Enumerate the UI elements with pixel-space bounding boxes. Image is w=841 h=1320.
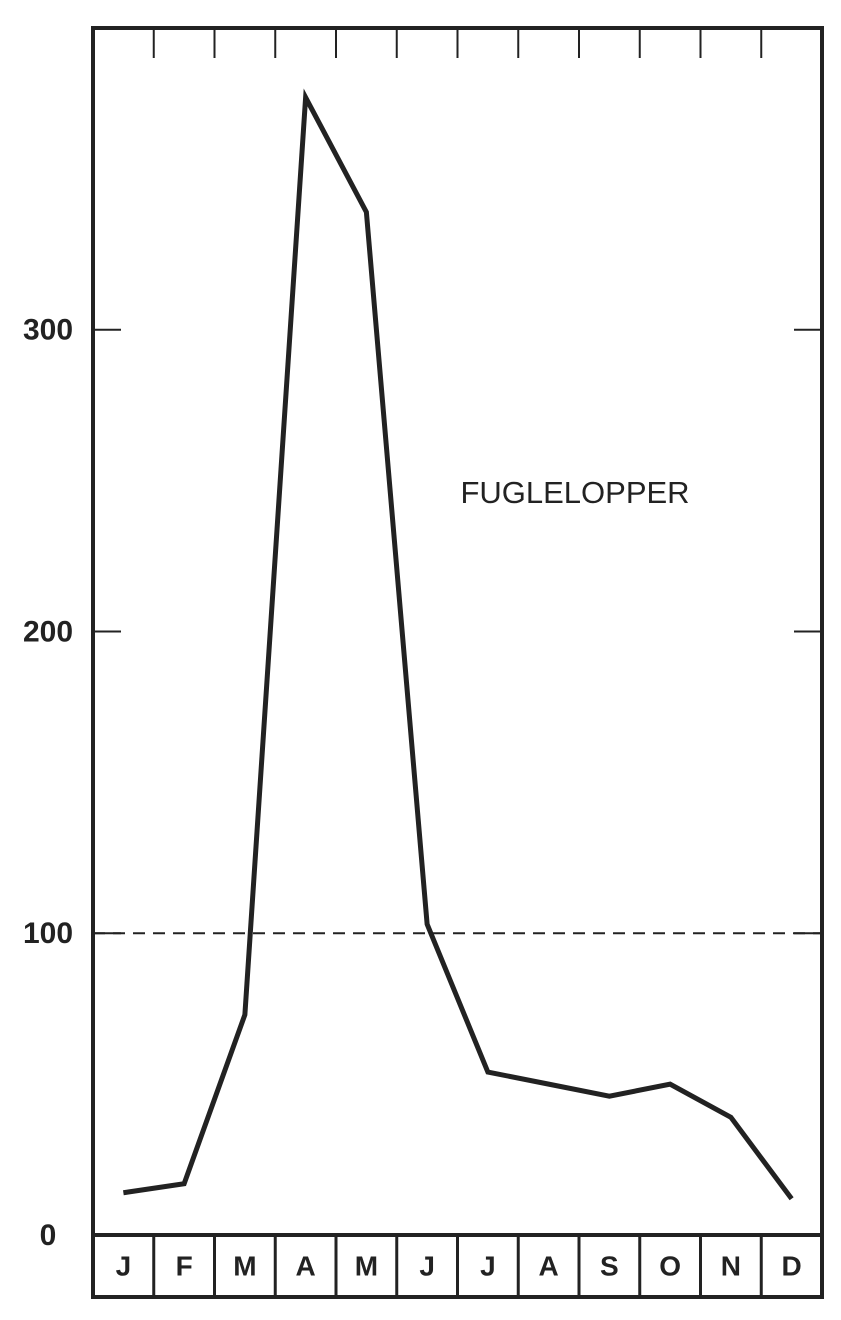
annotation: FUGLELOPPER — [460, 475, 689, 510]
y-tick-label: 200 — [23, 615, 73, 648]
x-tick-label: M — [233, 1250, 256, 1281]
x-tick-label: J — [116, 1250, 132, 1281]
y-tick-label: 300 — [23, 314, 73, 347]
x-tick-label: F — [176, 1250, 193, 1281]
x-tick-label: O — [659, 1250, 681, 1281]
x-tick-label: M — [355, 1250, 378, 1281]
x-tick-label: J — [480, 1250, 496, 1281]
data-line — [123, 88, 794, 1201]
x-tick-label: S — [600, 1250, 619, 1281]
x-tick-label: A — [296, 1250, 316, 1281]
x-tick-label: J — [419, 1250, 435, 1281]
x-tick-label: A — [539, 1250, 559, 1281]
y-tick-label: 100 — [23, 917, 73, 950]
y-tick-label: 0 — [40, 1219, 57, 1252]
x-tick-label: D — [782, 1250, 802, 1281]
x-tick-label: N — [721, 1250, 741, 1281]
